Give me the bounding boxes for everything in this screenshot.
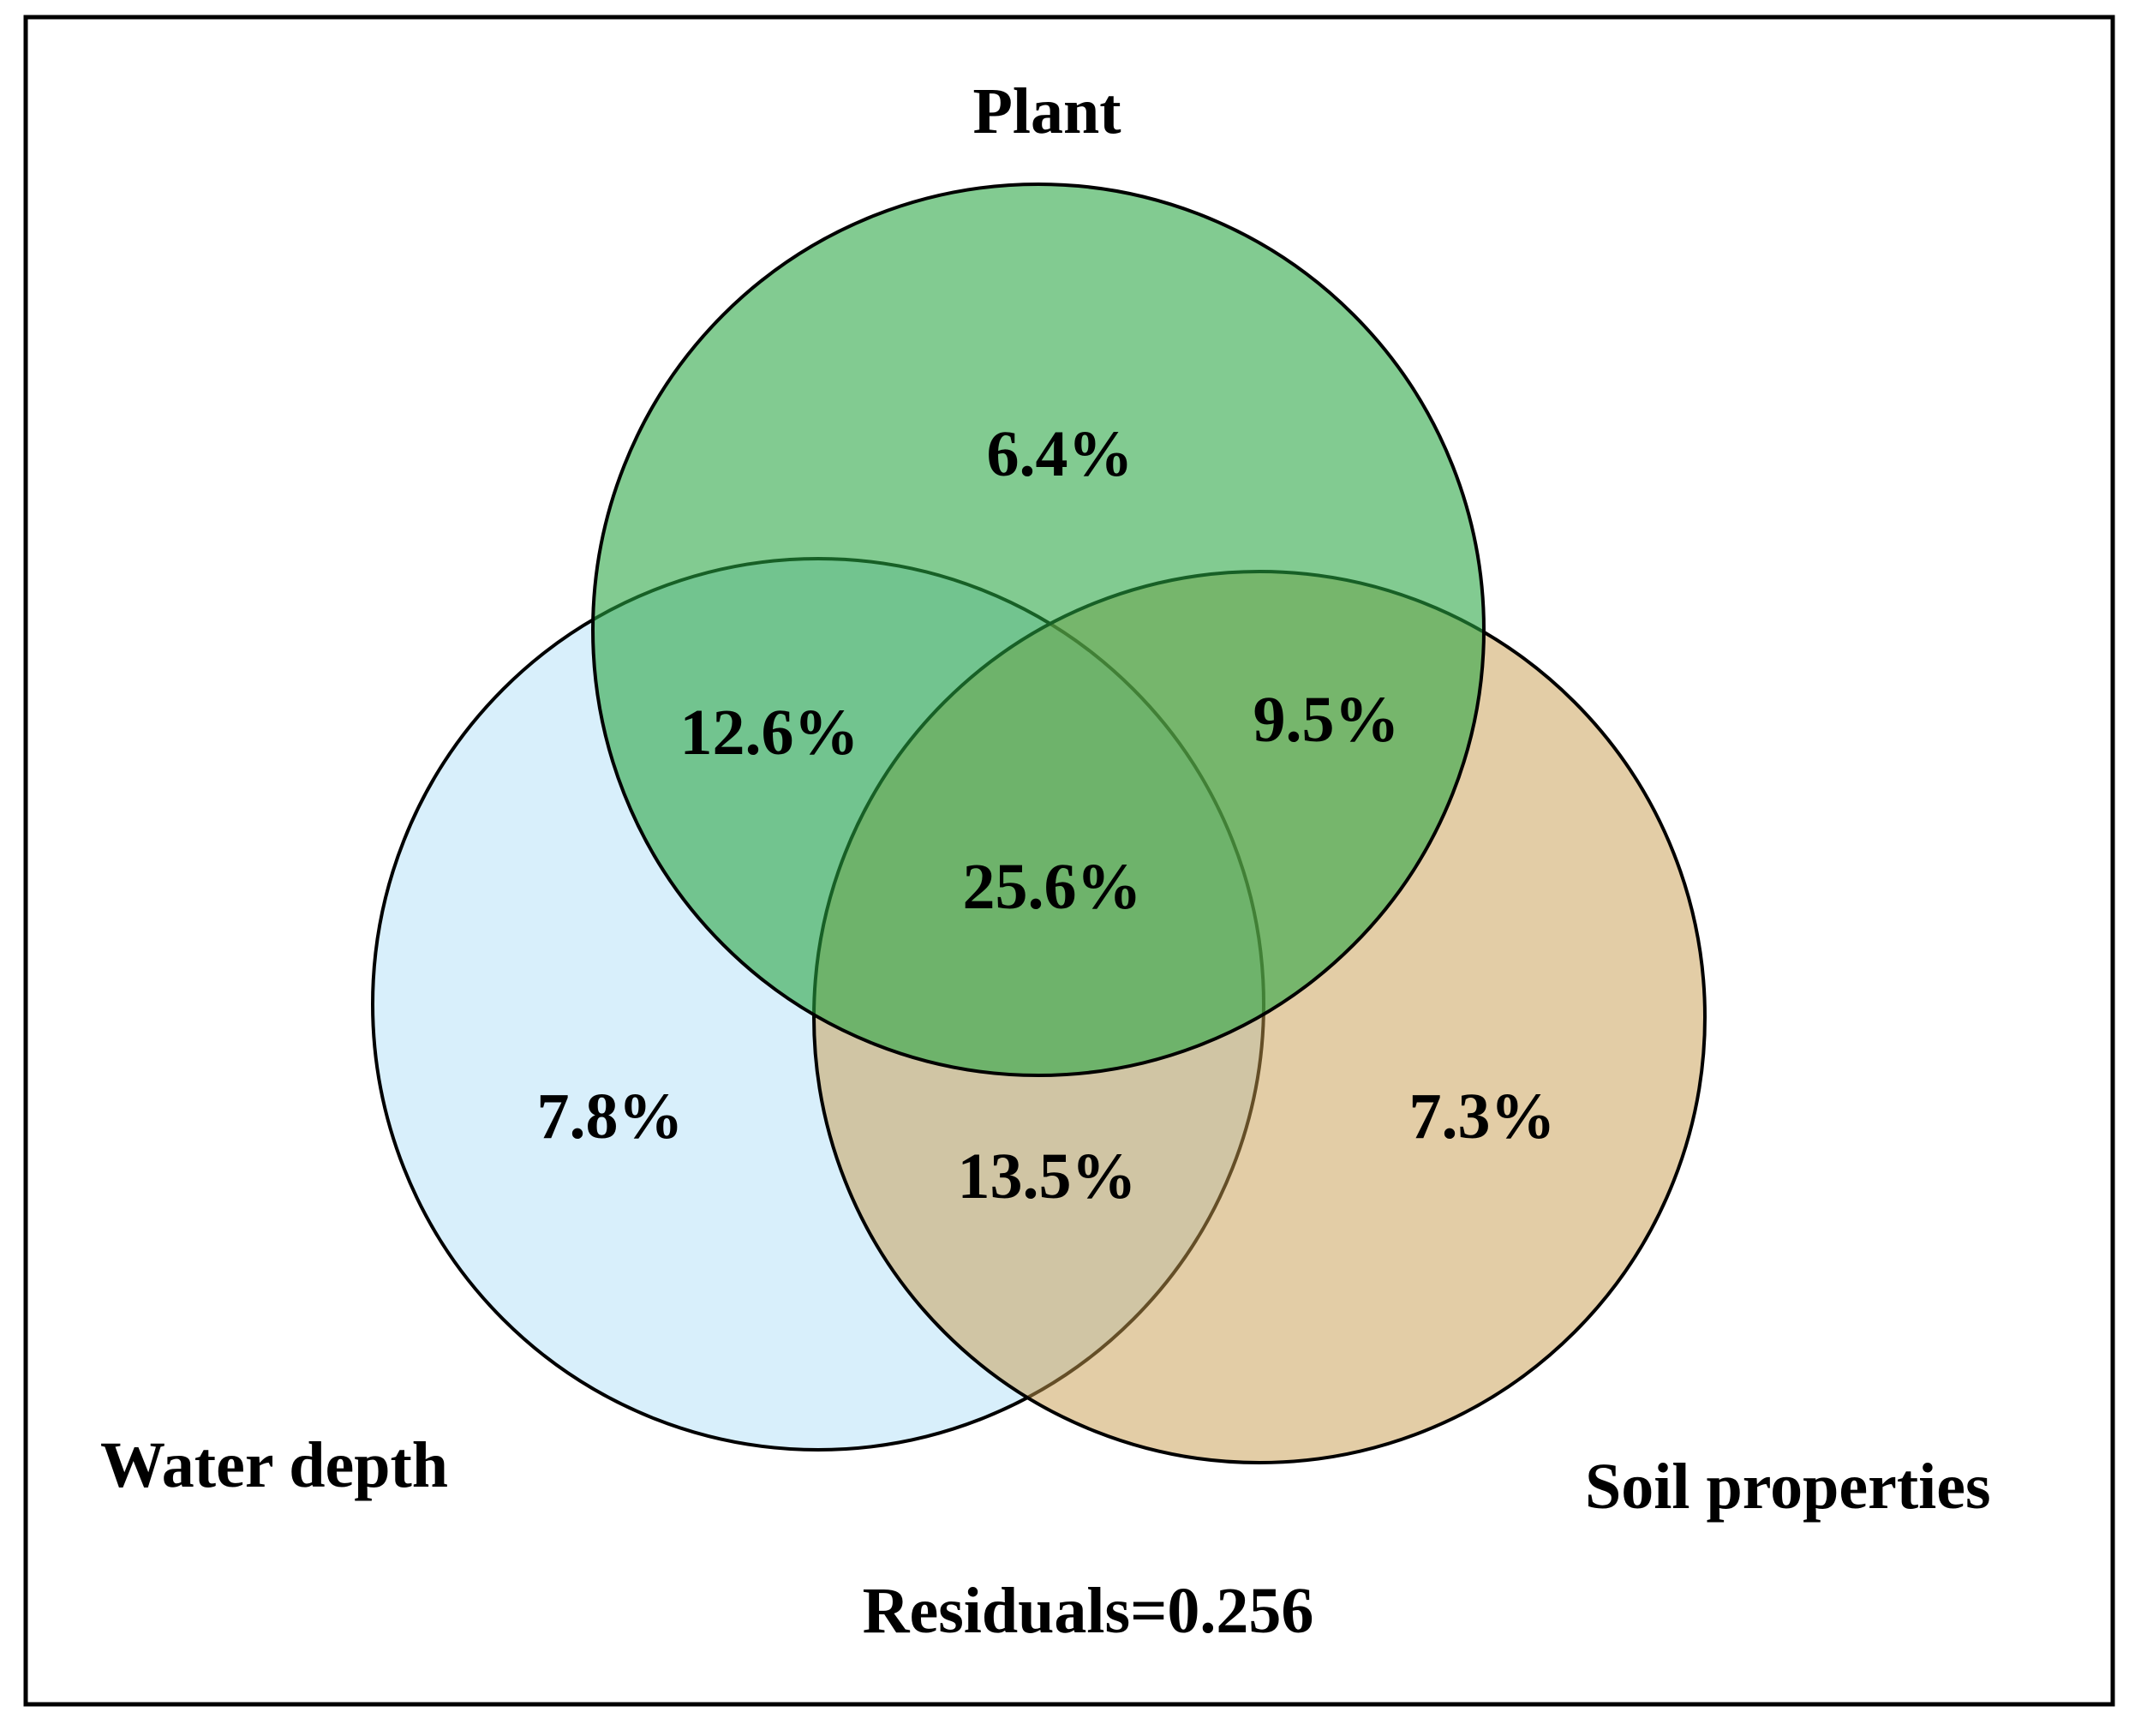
water-only-value: 7.8% [537, 1081, 684, 1152]
plant-only-value: 6.4% [987, 418, 1133, 490]
plant-soil-overlap-value: 9.5% [1253, 684, 1400, 756]
plant-water-overlap-value: 12.6% [680, 697, 859, 769]
figure-frame [23, 15, 2115, 1707]
plant-circle [591, 183, 1486, 1077]
soil-properties-set-label: Soil properties [1585, 1451, 1991, 1523]
soil-only-value: 7.3% [1409, 1081, 1556, 1152]
all-three-overlap-value: 25.6% [963, 851, 1142, 923]
water-soil-overlap-value: 13.5% [958, 1140, 1137, 1212]
water-depth-set-label: Water depth [100, 1429, 448, 1501]
residuals-label: Residuals=0.256 [863, 1575, 1314, 1647]
plant-set-label: Plant [972, 75, 1121, 147]
venn-circles [371, 183, 1707, 1464]
